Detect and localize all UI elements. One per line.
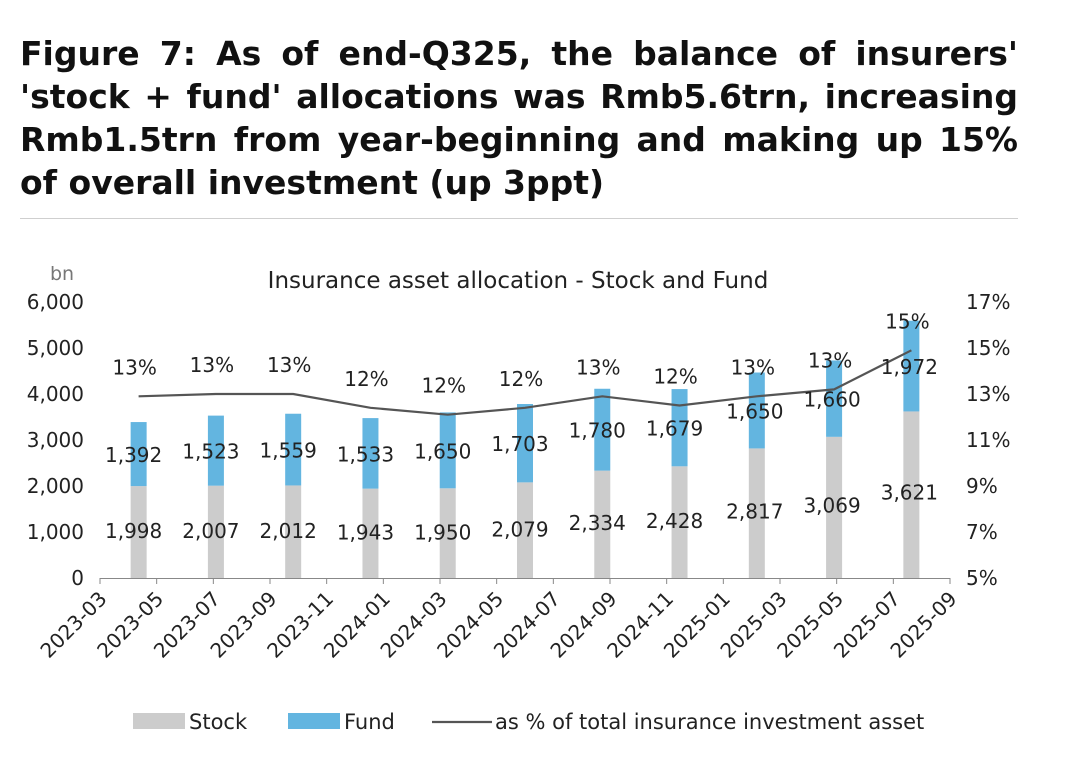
percent-value-label: 12% (422, 374, 466, 398)
fund-value-label: 1,650 (726, 399, 783, 423)
fund-value-label: 1,780 (569, 419, 626, 443)
fund-value-label: 1,650 (414, 439, 471, 463)
left-tick-label: 3,000 (27, 428, 84, 452)
stock-bar (207, 485, 224, 578)
left-axis-unit: bn (50, 263, 74, 285)
fund-bar (439, 412, 456, 489)
left-tick-label: 6,000 (27, 290, 84, 314)
chart-title: Insurance asset allocation - Stock and F… (268, 268, 769, 294)
title-divider (20, 218, 1018, 219)
stock-bar (439, 488, 456, 578)
stock-value-label: 1,950 (414, 520, 471, 544)
left-axis: 0 1,000 2,000 3,000 4,000 5,000 6,000 (27, 290, 84, 590)
data-labels: 1,998 1,392 13% 2,007 1,523 13% 2,012 1,559 13% 1… (105, 309, 938, 544)
left-tick-label: 1,000 (27, 520, 84, 544)
legend: Stock Fund as % of total insurance investm… (133, 710, 924, 734)
fund-value-label: 1,523 (182, 440, 239, 464)
x-axis: 2023-032023-052023-072023-092023-112024-… (35, 578, 962, 663)
percent-value-label: 13% (808, 348, 852, 372)
fund-value-label: 1,679 (646, 417, 703, 441)
stock-bar (671, 466, 688, 578)
legend-label: Fund (344, 710, 395, 734)
stock-value-label: 2,817 (726, 500, 783, 524)
fund-bar (517, 404, 533, 483)
right-tick-label: 5% (966, 566, 998, 590)
stock-bar (903, 411, 920, 578)
figure-title: Figure 7: As of end-Q325, the balance of… (20, 34, 1018, 202)
percent-line-path (138, 349, 912, 416)
percent-value-label: 13% (112, 355, 156, 379)
legend-swatch-stock (133, 713, 185, 729)
percent-value-label: 13% (267, 353, 311, 377)
percent-value-label: 15% (885, 309, 929, 333)
percent-line (138, 349, 912, 416)
left-tick-label: 2,000 (27, 474, 84, 498)
right-axis: 5% 7% 9% 11% 13% 15% 17% (966, 290, 1010, 590)
fund-value-label: 1,972 (881, 355, 938, 379)
fund-bar (130, 422, 147, 487)
stock-value-label: 1,943 (337, 521, 394, 545)
stock-bar (130, 486, 147, 578)
percent-value-label: 12% (344, 367, 388, 391)
stock-bar (748, 448, 765, 578)
fund-bar (748, 372, 765, 449)
fund-bar (362, 418, 379, 489)
fund-bar (207, 415, 224, 486)
stock-value-label: 2,334 (569, 511, 626, 535)
fund-value-label: 1,660 (803, 388, 860, 412)
stock-value-label: 3,069 (803, 494, 860, 518)
fund-bar (903, 320, 920, 412)
legend-label: as % of total insurance investment asset (495, 710, 924, 734)
stock-value-label: 2,079 (491, 517, 548, 541)
stock-bar (285, 485, 302, 578)
percent-value-label: 13% (576, 355, 620, 379)
fund-bar (594, 388, 611, 471)
stock-value-label: 2,012 (260, 519, 317, 543)
left-tick-label: 4,000 (27, 382, 84, 406)
percent-value-label: 12% (653, 365, 697, 389)
stock-value-label: 2,428 (646, 509, 703, 533)
fund-bar (285, 413, 302, 486)
bars (130, 320, 920, 578)
legend-label: Stock (189, 710, 248, 734)
fund-value-label: 1,559 (260, 439, 317, 463)
stock-value-label: 1,998 (105, 519, 162, 543)
stock-bar (594, 470, 611, 578)
fund-value-label: 1,392 (105, 443, 162, 467)
right-tick-label: 11% (966, 428, 1010, 452)
right-tick-label: 17% (966, 290, 1010, 314)
percent-value-label: 13% (731, 355, 775, 379)
stock-value-label: 3,621 (881, 480, 938, 504)
stock-bar (826, 436, 843, 578)
fund-bar (671, 389, 688, 467)
left-tick-label: 5,000 (27, 336, 84, 360)
percent-value-label: 13% (190, 353, 234, 377)
stock-bar (517, 482, 533, 578)
fund-bar (826, 360, 843, 437)
right-tick-label: 9% (966, 474, 998, 498)
left-tick-label: 0 (71, 566, 84, 590)
right-tick-label: 13% (966, 382, 1010, 406)
fund-value-label: 1,703 (491, 432, 548, 456)
percent-value-label: 12% (499, 367, 543, 391)
legend-swatch-fund (288, 713, 340, 729)
fund-value-label: 1,533 (337, 442, 394, 466)
right-tick-label: 7% (966, 520, 998, 544)
right-tick-label: 15% (966, 336, 1010, 360)
stock-value-label: 2,007 (182, 519, 239, 543)
stock-bar (362, 488, 379, 578)
